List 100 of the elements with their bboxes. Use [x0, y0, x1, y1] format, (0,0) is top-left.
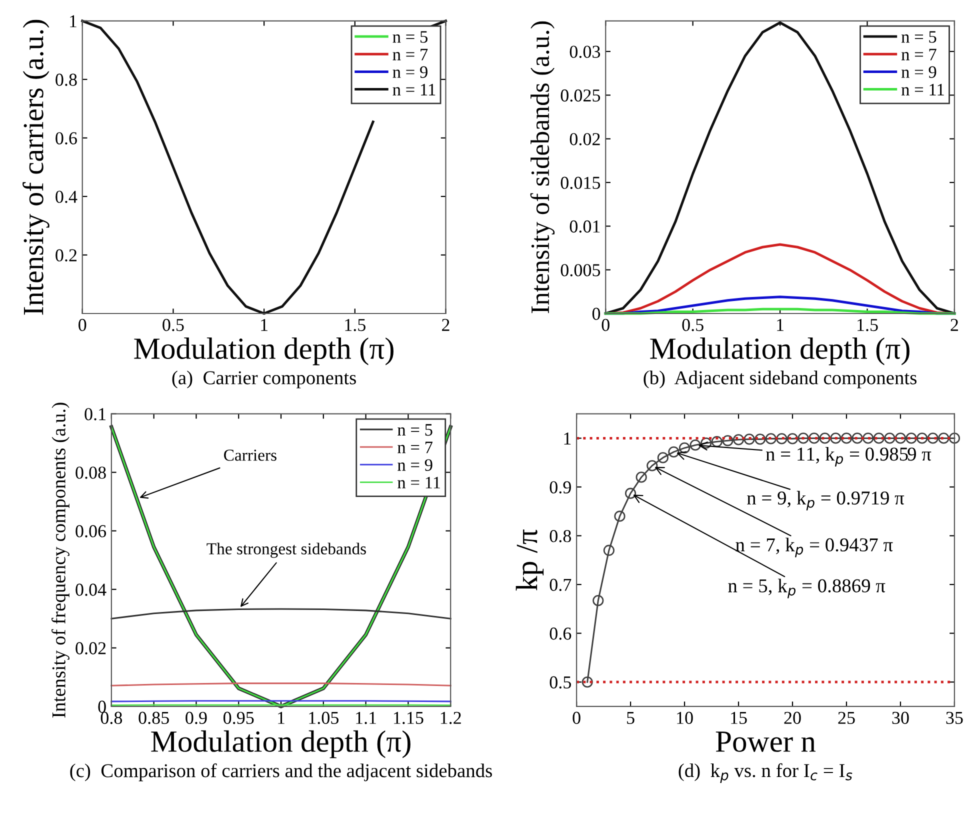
x-tick-label: 0.9	[186, 712, 207, 724]
point	[614, 510, 626, 522]
x-tick-label: 35	[946, 712, 963, 724]
point	[744, 434, 755, 445]
y-tick-label: 0.9	[550, 481, 571, 494]
annotation: n = 7, k$_{p}$ = 0.9437 π	[736, 538, 893, 558]
y-tick-label: 0.015	[560, 176, 600, 190]
point	[786, 433, 798, 444]
y-tick-label: 1	[564, 432, 571, 444]
point	[754, 434, 766, 445]
legend-label: n = 11	[398, 476, 440, 488]
x-tick-label: 1	[278, 712, 284, 724]
legend-label: n = 5	[901, 31, 936, 43]
y-tick-label: 0.8	[56, 74, 77, 86]
y-tick-label: 0.04	[76, 584, 106, 596]
x-tick-label: 1.05	[309, 712, 338, 724]
x-tick-label: 1.15	[394, 712, 424, 724]
point	[678, 442, 690, 454]
x-tick-label: 2	[442, 318, 450, 331]
x-axis-title: Power n	[716, 732, 816, 752]
point	[798, 432, 809, 444]
x-tick-label: 0.85	[138, 712, 169, 724]
annotation: Carriers	[224, 450, 276, 461]
point	[711, 436, 722, 448]
y-tick-label: 0.06	[76, 525, 106, 538]
point	[916, 432, 928, 444]
x-tick-label: 1	[777, 318, 784, 331]
legend-label: n = 9	[398, 459, 432, 471]
x-tick-label: 0	[602, 318, 610, 332]
y-tick-label: 1	[70, 15, 76, 28]
point	[884, 432, 896, 444]
y-tick-label: 0.2	[56, 249, 77, 262]
legend-label: n = 5	[392, 31, 428, 43]
point	[592, 595, 604, 606]
y-axis-title: Intensity of carriers (a.u.)	[22, 20, 50, 315]
x-tick-label: 20	[784, 712, 801, 724]
annotation: n = 9, k$_{p}$ = 0.9719 π	[747, 490, 904, 510]
point	[840, 432, 852, 444]
point	[948, 432, 960, 444]
x-tick-label: 1.5	[345, 318, 366, 332]
point	[808, 432, 820, 444]
annotation: n = 5, k$_{p}$ = 0.8869 π	[728, 578, 886, 598]
point	[894, 432, 906, 444]
text: (d) k$_{p}$ vs. n for I$_{c}$ = I$_{s}$	[678, 763, 852, 783]
point	[765, 433, 776, 444]
x-tick-label: 15	[731, 712, 747, 724]
point	[862, 432, 874, 444]
point	[776, 433, 788, 444]
point	[906, 432, 917, 444]
point	[700, 438, 712, 449]
y-axis-title: Intensity of sidebands (a.u.)	[530, 21, 555, 314]
y-tick-label: 0.025	[560, 89, 600, 102]
y-tick-label: 0	[98, 700, 106, 713]
x-tick-label: 1	[261, 318, 268, 331]
x-tick-label: 30	[892, 712, 909, 724]
point	[636, 472, 647, 483]
y-tick-label: 0	[592, 308, 600, 320]
y-tick-label: 0.08	[76, 466, 106, 479]
point	[732, 434, 744, 446]
point	[603, 544, 615, 556]
x-axis-title: Modulation depth (π)	[650, 338, 910, 366]
y-tick-label: 0.6	[550, 628, 572, 640]
legend-label: n = 9	[901, 66, 936, 78]
y-tick-label: 0.01	[570, 220, 600, 233]
x-tick-label: 1.1	[356, 712, 376, 724]
x-axis-title: Modulation depth (π)	[134, 338, 394, 366]
point	[668, 446, 680, 458]
y-tick-label: 0.1	[84, 408, 106, 420]
point	[927, 432, 938, 444]
y-tick-label: 0.8	[550, 530, 572, 542]
point	[582, 676, 593, 688]
legend-label: n = 7	[392, 48, 428, 60]
x-tick-label: 1.5	[858, 318, 878, 332]
line-series	[604, 21, 956, 315]
x-axis-title: Modulation depth (π)	[151, 730, 410, 758]
text: (c) Comparison of carriers and the adjacent sidebands	[70, 763, 492, 782]
legend-label: n = 7	[398, 442, 433, 454]
y-tick-label: 0.4	[56, 190, 78, 203]
point	[657, 452, 668, 464]
x-tick-label: 1.2	[440, 712, 461, 724]
x-tick-label: 10	[677, 712, 693, 724]
point	[938, 432, 950, 444]
legend-label: n = 9	[392, 66, 428, 78]
x-tick-label: 0.5	[162, 318, 184, 332]
point	[624, 488, 636, 499]
y-tick-label: 0.005	[560, 264, 600, 276]
y-tick-label: 0.7	[550, 578, 572, 592]
point	[852, 432, 863, 444]
y-axis-title: kp /π	[516, 530, 544, 591]
annotation: n = 11, k$_{p}$ = 0.9859 π	[766, 447, 932, 467]
point	[690, 440, 701, 451]
x-tick-label: 0.95	[224, 712, 254, 724]
point	[830, 432, 842, 444]
x-tick-label: 0.8	[100, 712, 122, 724]
y-tick-label: 0.02	[76, 642, 106, 654]
legend-label: n = 11	[392, 84, 436, 96]
y-axis-title: Intensity of frequency components (a.u.)	[52, 402, 70, 718]
x-tick-label: 25	[838, 712, 855, 724]
legend-label: n = 11	[901, 84, 944, 96]
y-tick-label: 0.6	[56, 132, 77, 144]
